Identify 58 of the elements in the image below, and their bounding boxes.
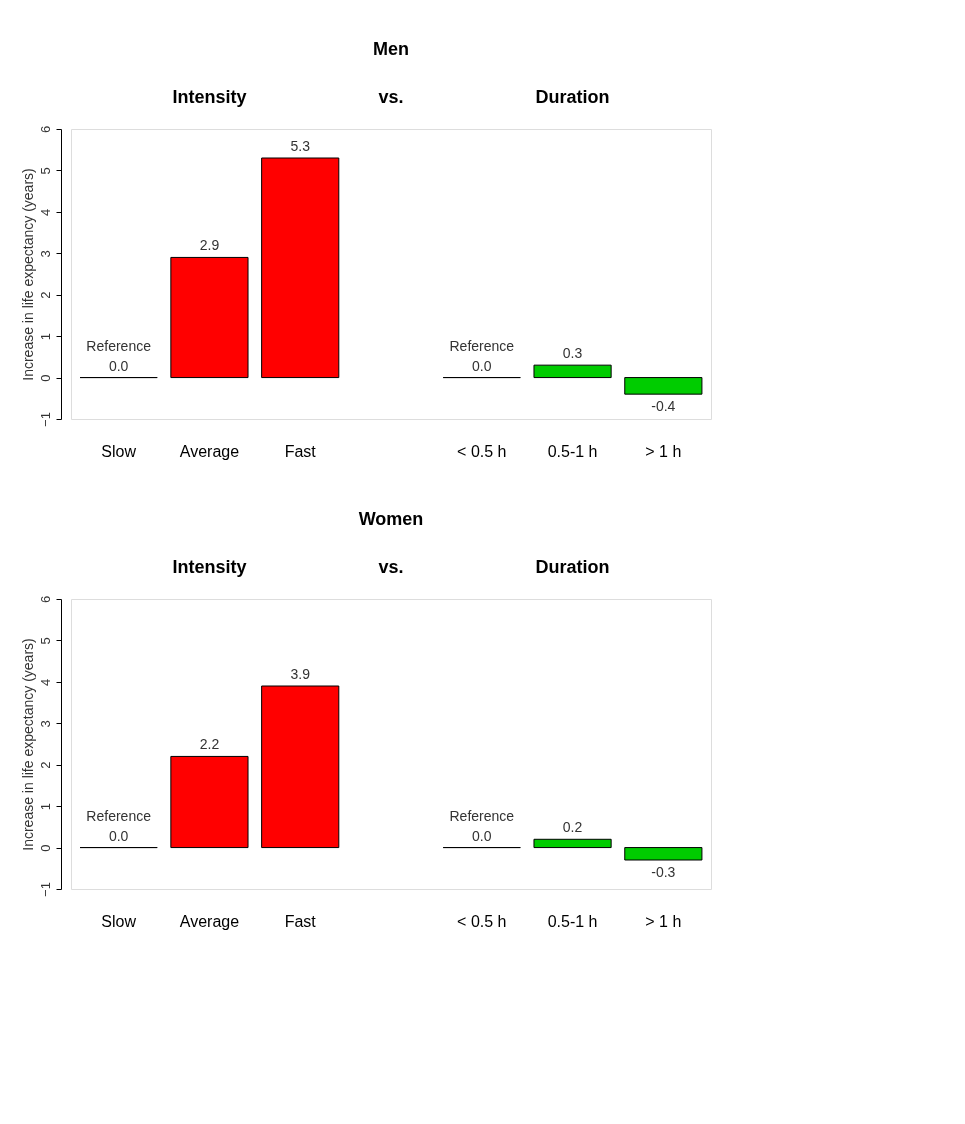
- text: Duration: [535, 557, 610, 577]
- x-tick-label: < 0.5 h: [457, 442, 507, 460]
- bar: [533, 838, 612, 849]
- y-tick-label: 6: [37, 125, 53, 134]
- y-tick-label: 5: [37, 637, 53, 645]
- y-tick-label: 5: [37, 167, 53, 175]
- data-label: -0.4: [651, 398, 676, 415]
- data-label: 2.9: [199, 237, 220, 254]
- x-tick-label: Average: [179, 912, 240, 930]
- x-tick-label: Slow: [101, 442, 137, 460]
- y-tick-label: 4: [37, 678, 53, 686]
- bar: [170, 755, 249, 849]
- y-tick-label: 1: [37, 333, 53, 341]
- y-tick-label: 0: [37, 374, 53, 382]
- x-tick-label: Fast: [284, 912, 317, 930]
- y-tick-label: −1: [37, 412, 53, 427]
- x-tick-label: Slow: [101, 912, 137, 930]
- data-label: Reference 0.0: [86, 807, 152, 844]
- x-tick-label: Fast: [284, 442, 317, 460]
- x-tick-label: Average: [179, 442, 240, 460]
- y-tick-label: 6: [37, 595, 53, 604]
- x-tick-label: 0.5-1 h: [547, 442, 598, 460]
- data-label: Reference 0.0: [86, 337, 152, 374]
- data-label: 2.2: [199, 736, 220, 753]
- text: Intensity: [172, 557, 247, 577]
- y-axis-title: Increase in life expectancy (years): [19, 638, 36, 851]
- chart-title: Men: [373, 39, 409, 59]
- data-label: 0.3: [562, 345, 583, 362]
- data-label: 5.3: [290, 138, 311, 154]
- data-label: -0.3: [651, 864, 676, 880]
- bar: [261, 157, 340, 379]
- bar: [170, 256, 249, 379]
- y-tick-label: −1: [37, 882, 53, 897]
- text: Intensity: [172, 87, 247, 107]
- y-tick-label: 0: [37, 844, 53, 852]
- data-label: Reference 0.0: [449, 807, 515, 844]
- y-axis-title: Increase in life expectancy (years): [19, 168, 36, 381]
- data-label: 3.9: [290, 666, 311, 682]
- x-tick-label: < 0.5 h: [457, 912, 507, 930]
- y-tick-label: 3: [37, 250, 53, 258]
- y-tick-label: 4: [37, 208, 53, 216]
- y-tick-label: 2: [37, 291, 53, 299]
- text: Duration: [535, 87, 610, 107]
- bar: [624, 847, 703, 861]
- bar: [533, 364, 612, 379]
- text: vs.: [378, 87, 404, 107]
- data-label: Reference 0.0: [449, 337, 515, 374]
- x-tick-label: > 1 h: [645, 912, 682, 930]
- x-tick-label: 0.5-1 h: [547, 912, 598, 930]
- bar: [624, 377, 703, 395]
- y-tick-label: 2: [37, 761, 53, 769]
- text: vs.: [378, 557, 404, 577]
- y-tick-label: 1: [37, 803, 53, 811]
- y-tick-label: 3: [37, 720, 53, 728]
- x-tick-label: > 1 h: [645, 442, 682, 460]
- chart-title: Women: [358, 509, 424, 529]
- bar: [261, 685, 340, 849]
- data-label: 0.2: [562, 819, 583, 836]
